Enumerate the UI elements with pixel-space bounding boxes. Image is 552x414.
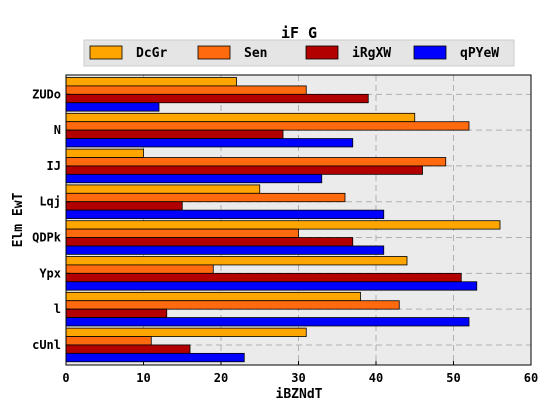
legend-label: DcGr — [136, 46, 167, 61]
bar-iRgXW-N — [65, 129, 284, 139]
y-tick-label: cUnl — [32, 338, 61, 352]
x-tick-label: 50 — [446, 371, 460, 385]
y-tick-label: QDPk — [32, 231, 62, 245]
bar-DcGr-N — [65, 112, 416, 123]
bar-qPYeW-Ypx — [65, 281, 478, 291]
bar-Sen-cUnl — [65, 336, 152, 346]
bar-qPYeW-QDPk — [65, 245, 385, 255]
bar-DcGr-Lqj — [65, 184, 261, 194]
legend-swatch — [197, 45, 231, 60]
chart-title: iF G — [281, 24, 317, 42]
bar-Sen-QDPk — [65, 228, 299, 238]
bar-DcGr-cUnl — [65, 327, 307, 337]
y-axis-label: Elm EwT — [11, 192, 26, 247]
bar-qPYeW-ZUDo — [65, 102, 160, 112]
y-tick-label: N — [54, 123, 61, 137]
x-tick-label: 10 — [136, 371, 150, 385]
bar-DcGr-ZUDo — [65, 77, 237, 87]
x-tick-label: 40 — [369, 371, 383, 385]
bar-DcGr-Ypx — [65, 256, 408, 266]
bar-Sen-l — [65, 300, 400, 310]
x-tick-label: 0 — [62, 371, 69, 385]
y-tick-label: IJ — [47, 159, 61, 173]
bar-iRgXW-IJ — [65, 165, 423, 175]
bar-iRgXW-cUnl — [65, 344, 191, 354]
bar-Sen-IJ — [65, 157, 447, 167]
legend-label: iRgXW — [352, 46, 391, 61]
x-tick-label: 60 — [524, 371, 538, 385]
y-tick-label: ZUDo — [32, 87, 61, 101]
y-tick-label: l — [54, 302, 61, 316]
bar-iRgXW-QDPk — [65, 237, 354, 247]
bar-iRgXW-ZUDo — [65, 93, 369, 104]
legend-label: qPYeW — [460, 46, 499, 61]
bar-Sen-Lqj — [65, 192, 346, 203]
y-axis-ticks: ZUDo N IJ Lqj QDPk Ypx l cUnl — [32, 87, 70, 352]
y-tick-label: Ypx — [39, 266, 61, 280]
legend-swatch — [413, 45, 447, 60]
bar-qPYeW-cUnl — [65, 352, 245, 363]
bar-iRgXW-Lqj — [65, 201, 183, 211]
bar-Sen-N — [65, 121, 470, 131]
bar-qPYeW-Lqj — [65, 209, 385, 219]
bar-qPYeW-N — [65, 138, 354, 148]
legend-label: Sen — [244, 46, 267, 61]
bar-Sen-Ypx — [65, 264, 214, 274]
y-tick-label: Lqj — [39, 195, 61, 209]
legend: DcGr Sen iRgXW qPYeW — [83, 39, 515, 67]
bar-DcGr-IJ — [65, 148, 144, 158]
bar-iRgXW-l — [65, 308, 168, 318]
x-tick-label: 20 — [214, 371, 228, 385]
bar-qPYeW-l — [65, 317, 470, 327]
bar-qPYeW-IJ — [65, 173, 323, 184]
x-axis-label: iBZNdT — [276, 387, 323, 402]
x-tick-label: 30 — [291, 371, 305, 385]
x-axis-ticks: 0 10 20 30 40 50 60 — [62, 361, 538, 385]
bar-Sen-ZUDo — [65, 85, 307, 95]
legend-swatch — [89, 45, 123, 60]
bar-DcGr-QDPk — [65, 220, 501, 230]
bar-iRgXW-Ypx — [65, 272, 462, 283]
legend-swatch — [305, 45, 339, 60]
bar-DcGr-l — [65, 291, 361, 302]
